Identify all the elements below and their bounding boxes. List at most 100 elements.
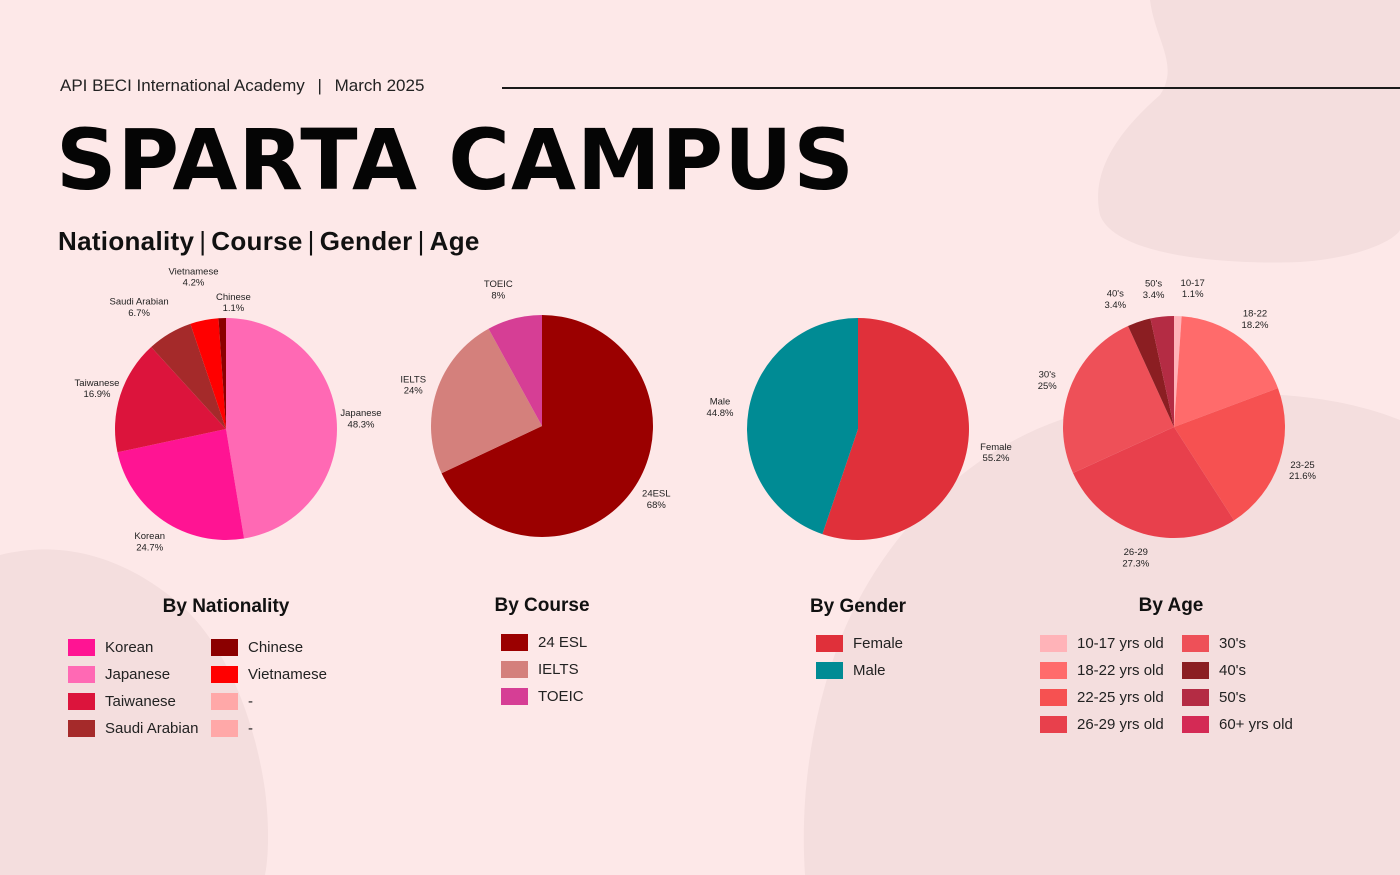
age-legend-item: 40's [1182,662,1246,679]
nationality-legend-label: Japanese [105,666,171,683]
course-legend-label: IELTS [538,661,579,678]
nationality-label-taiwanese: Taiwanese 16.9% [75,378,120,400]
nationality-label-saudi-arabian: Saudi Arabian 6.7% [110,297,169,319]
age-label-23-25: 23-25 21.6% [1289,460,1316,482]
age-slice-23-25 [1174,388,1286,521]
subtitle-part-course: Course [211,226,303,256]
course-legend-label: 24 ESL [538,634,588,651]
age-label-50-s: 50's 3.4% [1143,279,1165,301]
course-label-toeic: TOEIC 8% [484,279,513,301]
organization-name: API BECI International Academy [60,76,305,95]
gender-pie: Female 55.2% Male 44.8% [707,318,1012,540]
nationality-legend-label: - [248,720,253,737]
age-legend-swatch [1040,689,1067,706]
age-legend-swatch [1040,716,1067,733]
gender-slice-male [746,318,858,535]
age-legend-label: 18-22 yrs old [1077,662,1164,679]
course-slice-ielts [430,328,542,474]
age-legend-label: 30's [1219,635,1247,652]
nationality-legend-item: - [211,693,253,710]
nationality-label-korean: Korean 24.7% [134,531,165,553]
header-line: API BECI International Academy | March 2… [60,76,424,96]
course-legend-swatch [501,688,528,705]
age-pie: 10-17 1.1% 18-22 18.2% 23-25 21.6% 26-29 27.3% 3… [1038,278,1317,570]
nationality-legend-label: Vietnamese [248,666,327,683]
nationality-legend-swatch [211,720,238,737]
nationality-legend-item: Chinese [211,639,303,656]
subtitle-separator: | [417,226,425,256]
age-legend-swatch [1040,635,1067,652]
nationality-legend-swatch [68,720,95,737]
course-legend-item: 24 ESL [501,634,587,651]
age-legend-label: 40's [1219,662,1247,679]
age-legend-label: 22-25 yrs old [1077,689,1164,706]
age-legend-label: 60+ yrs old [1219,716,1293,733]
course-label-ielts: IELTS 24% [400,374,426,396]
nationality-legend-swatch [211,693,238,710]
nationality-legend-item: Vietnamese [211,666,327,683]
course-chart-title: By Course [494,595,590,616]
age-legend-swatch [1182,689,1209,706]
age-legend-item: 26-29 yrs old [1040,716,1164,733]
page-subtitle: Nationality | Course | Gender | Age [58,226,480,257]
age-slice-40-s [1128,318,1174,427]
subtitle-part-gender: Gender [319,226,413,256]
gender-label-female: Female 55.2% [980,442,1012,464]
age-legend-item: 22-25 yrs old [1040,689,1164,706]
age-chart-title: By Age [1138,595,1204,616]
nationality-legend-item: - [211,720,253,737]
nationality-slice-taiwanese [115,347,226,453]
gender-legend-label: Male [853,662,886,679]
header-rule [502,87,1400,89]
age-legend-label: 50's [1219,689,1247,706]
course-legend-label: TOEIC [538,688,584,705]
subtitle-separator: | [199,226,207,256]
header-separator: | [317,76,322,95]
age-legend-swatch [1182,716,1209,733]
age-legend-item: 18-22 yrs old [1040,662,1164,679]
course-label-24esl: 24ESL 68% [642,489,671,511]
course-slice-toeic [488,315,542,426]
nationality-legend-label: Chinese [248,639,304,656]
subtitle-part-age: Age [429,226,480,256]
nationality-legend-swatch [211,666,238,683]
age-label-26-29: 26-29 27.3% [1122,547,1149,569]
nationality-legend-item: Saudi Arabian [68,720,198,737]
nationality-legend-swatch [211,639,238,656]
gender-legend-item: Male [816,662,886,679]
age-slice-18-22 [1174,316,1278,427]
gender-slice-female [822,318,969,540]
age-label-10-17: 10-17 1.1% [1181,278,1205,300]
nationality-label-vietnamese: Vietnamese 4.2% [169,266,219,288]
nationality-slice-vietnamese [190,318,226,429]
right-bottom-blob [803,393,1400,875]
age-label-40-s: 40's 3.4% [1104,289,1126,311]
gender-legend-swatch [816,635,843,652]
age-slice-30-s [1062,325,1174,473]
age-legend-label: 10-17 yrs old [1077,635,1164,652]
age-legend-swatch [1182,635,1209,652]
course-legend-swatch [501,634,528,651]
page-title: SPARTA CAMPUS [56,111,855,209]
age-slice-50-s [1150,316,1174,427]
course-legend-item: IELTS [501,661,579,678]
age-legend-item: 30's [1182,635,1246,652]
course-legend-swatch [501,661,528,678]
nationality-slice-japanese [226,318,337,539]
age-label-30-s: 30's 25% [1038,370,1058,392]
top-right-blob [1098,0,1400,263]
course-legend-item: TOEIC [501,688,584,705]
age-legend-swatch [1182,662,1209,679]
nationality-legend-label: Korean [105,639,154,656]
course-slice-24esl [441,315,653,537]
age-label-18-22: 18-22 18.2% [1242,309,1269,331]
nationality-legend-label: - [248,693,253,710]
gender-legend-swatch [816,662,843,679]
course-pie: 24ESL 68% IELTS 24% TOEIC 8% [400,279,671,537]
nationality-label-japanese: Japanese 48.3% [340,408,381,430]
age-legend-item: 60+ yrs old [1182,716,1293,733]
left-bottom-blob [0,549,269,875]
age-slice-26-29 [1072,427,1235,538]
